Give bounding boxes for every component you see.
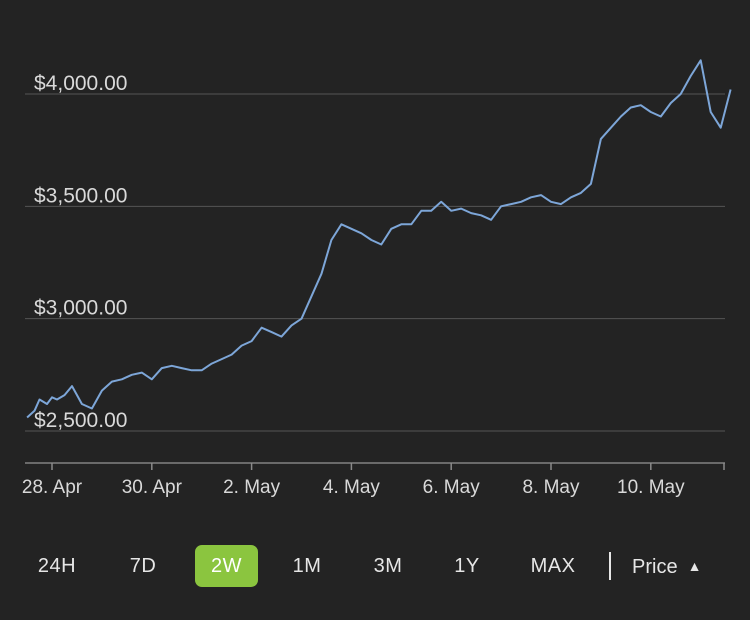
x-axis-labels: 28. Apr 30. Apr 2. May 4. May 6. May 8. May 10… — [22, 477, 685, 498]
range-3m-button[interactable]: 3M — [373, 555, 403, 577]
chart-gridlines — [25, 93, 725, 432]
caret-up-icon: ▲ — [687, 558, 702, 574]
range-24h-button[interactable]: 24H — [37, 555, 77, 577]
x-tick-label: 6. May — [423, 477, 481, 498]
range-separator — [609, 552, 611, 580]
range-1y-button[interactable]: 1Y — [454, 555, 480, 577]
price-chart[interactable]: $2,500.00 $3,000.00 $3,500.00 $4,000.00 28.… — [0, 0, 750, 540]
x-axis-ticks — [51, 463, 725, 470]
y-axis-labels: $2,500.00 $3,000.00 $3,500.00 $4,000.00 — [34, 72, 127, 432]
range-1m-button[interactable]: 1M — [292, 555, 322, 577]
y-tick-label: $2,500.00 — [34, 409, 127, 432]
range-max-button[interactable]: MAX — [530, 555, 576, 577]
time-range-selector: 24H 7D 2W 1M 3M 1Y MAX Price ▲ — [0, 540, 750, 592]
x-tick-label: 4. May — [323, 477, 381, 498]
y-tick-label: $3,000.00 — [34, 297, 127, 320]
y-tick-label: $3,500.00 — [34, 184, 127, 207]
x-tick-label: 2. May — [223, 477, 281, 498]
metric-dropdown[interactable]: Price ▲ — [632, 545, 701, 587]
range-7d-button[interactable]: 7D — [129, 555, 157, 577]
range-2w-button[interactable]: 2W — [195, 545, 258, 587]
y-tick-label: $4,000.00 — [34, 72, 127, 95]
price-series-line — [26, 59, 732, 419]
metric-label: Price — [632, 556, 678, 578]
x-tick-label: 10. May — [617, 477, 685, 498]
x-tick-label: 8. May — [522, 477, 580, 498]
x-tick-label: 30. Apr — [122, 477, 183, 498]
x-tick-label: 28. Apr — [22, 477, 83, 498]
